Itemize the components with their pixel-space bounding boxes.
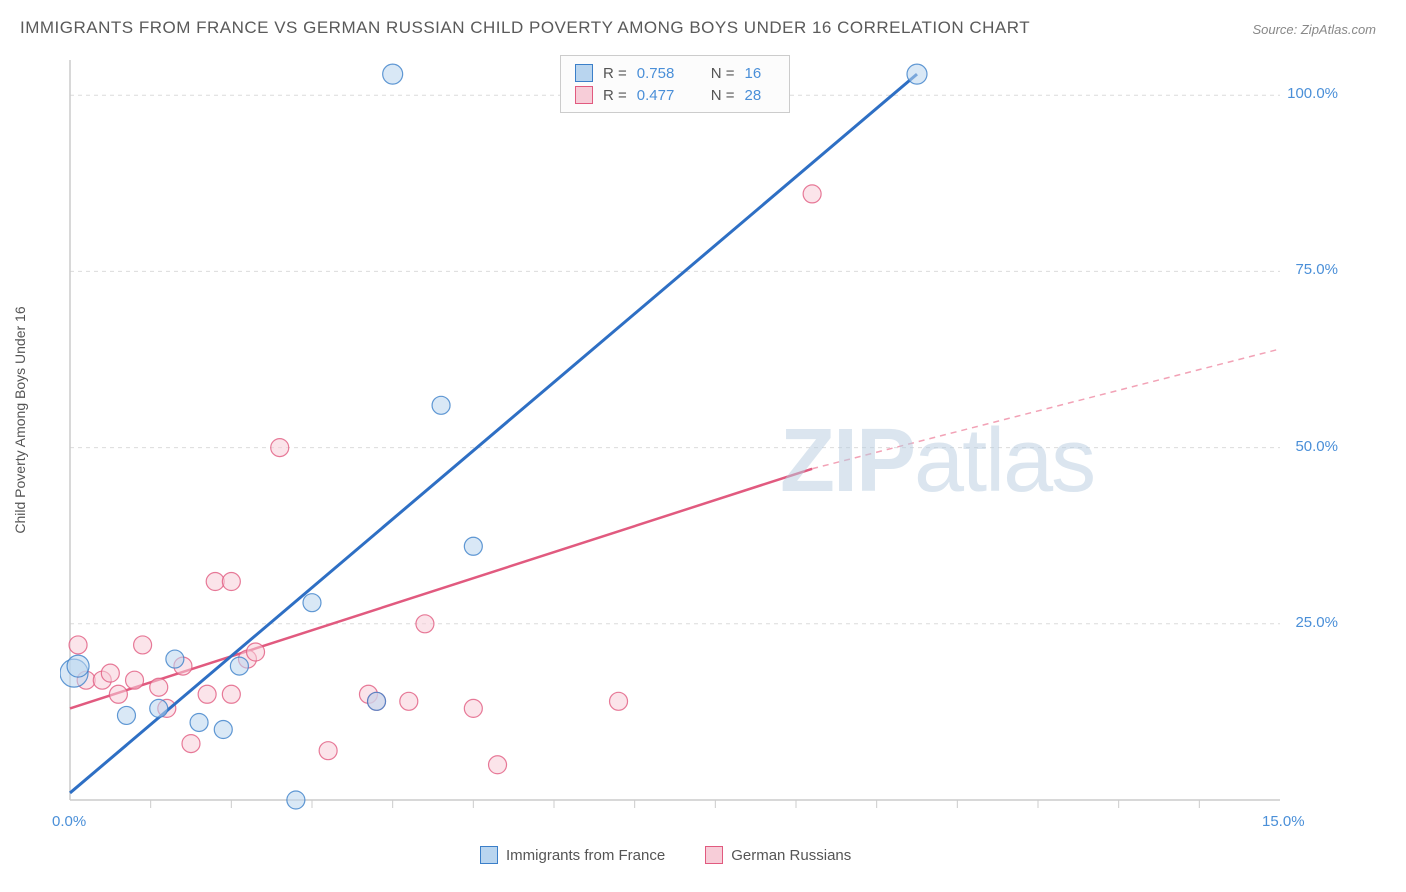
legend-correlation: R = 0.758 N = 16 R = 0.477 N = 28 bbox=[560, 55, 790, 113]
y-tick-label: 75.0% bbox=[1295, 261, 1338, 278]
r-label: R = bbox=[603, 87, 627, 104]
source-label: Source: ZipAtlas.com bbox=[1252, 22, 1376, 37]
chart-title: IMMIGRANTS FROM FRANCE VS GERMAN RUSSIAN… bbox=[20, 18, 1030, 38]
legend-item-0: Immigrants from France bbox=[480, 846, 665, 864]
n-value: 28 bbox=[745, 87, 775, 104]
n-value: 16 bbox=[745, 65, 775, 82]
n-label: N = bbox=[711, 65, 735, 82]
swatch-icon bbox=[705, 846, 723, 864]
legend-row-1: R = 0.477 N = 28 bbox=[575, 84, 775, 106]
swatch-icon bbox=[575, 86, 593, 104]
legend-label: Immigrants from France bbox=[506, 847, 665, 864]
chart-svg bbox=[60, 50, 1360, 840]
n-label: N = bbox=[711, 87, 735, 104]
y-tick-label: 25.0% bbox=[1295, 614, 1338, 631]
y-tick-label: 50.0% bbox=[1295, 438, 1338, 455]
legend-series: Immigrants from France German Russians bbox=[480, 846, 851, 864]
legend-item-1: German Russians bbox=[705, 846, 851, 864]
y-axis-label: Child Poverty Among Boys Under 16 bbox=[12, 306, 28, 533]
swatch-icon bbox=[480, 846, 498, 864]
legend-row-0: R = 0.758 N = 16 bbox=[575, 62, 775, 84]
x-tick-label: 15.0% bbox=[1262, 813, 1305, 830]
swatch-icon bbox=[575, 64, 593, 82]
legend-label: German Russians bbox=[731, 847, 851, 864]
x-tick-label: 0.0% bbox=[52, 813, 86, 830]
chart-area: ZIPatlas 25.0%50.0%75.0%100.0%0.0%15.0% bbox=[60, 50, 1360, 840]
r-label: R = bbox=[603, 65, 627, 82]
r-value: 0.477 bbox=[637, 87, 691, 104]
y-tick-label: 100.0% bbox=[1287, 85, 1338, 102]
r-value: 0.758 bbox=[637, 65, 691, 82]
